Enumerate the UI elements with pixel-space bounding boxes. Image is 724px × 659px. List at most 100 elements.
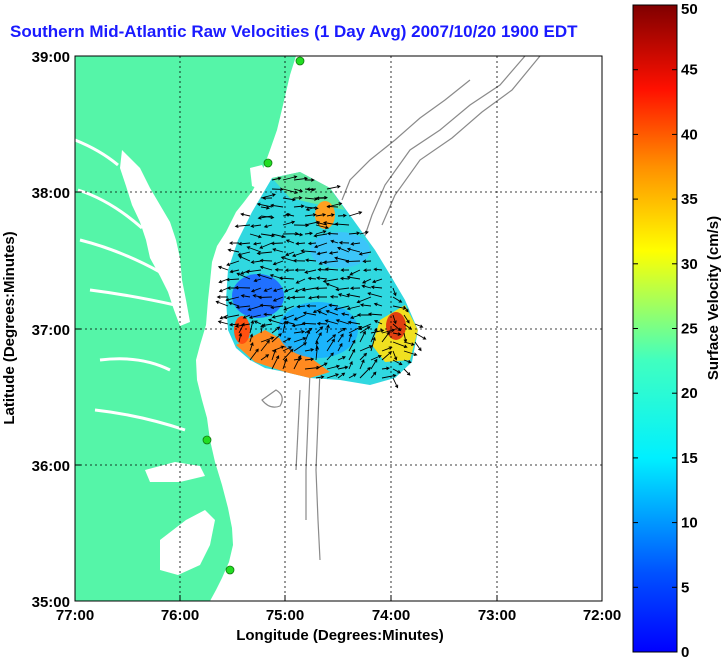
velocity-arrow [324,267,339,272]
colorbar-tick-label: 25 [681,321,698,338]
velocity-arrow [315,375,325,379]
lon-tick-label: 77:00 [56,607,94,624]
velocity-arrow [256,251,273,256]
velocity-arrow [285,239,295,244]
velocity-arrow [271,355,280,370]
velocity-arrow [248,314,262,320]
velocity-arrow [259,303,273,308]
velocity-arrow [359,230,369,235]
velocity-arrow [263,312,273,317]
velocity-arrow [340,268,350,272]
velocity-arrow [337,365,349,370]
velocity-arrow [372,278,383,284]
lat-tick-label: 39:00 [32,49,70,66]
velocity-arrow [306,187,317,192]
velocity-arrow [324,319,339,325]
velocity-arrow [381,373,397,379]
velocity-arrow [260,339,270,352]
velocity-arrow [349,269,361,276]
colorbar-tick-label: 35 [681,191,698,208]
velocity-arrow [346,275,361,280]
velocity-arrow [249,348,259,361]
lon-tick-label: 75:00 [266,607,304,624]
velocity-arrow [317,267,328,272]
velocity-arrow [293,232,304,237]
velocity-arrow [249,333,254,343]
velocity-arrow [226,260,240,267]
velocity-arrow [315,295,327,299]
velocity-arrow [238,332,243,343]
velocity-arrow [392,314,397,325]
colorbar-tick-label: 5 [681,579,689,596]
velocity-arrow [294,268,306,272]
velocity-arrow [295,241,306,246]
velocity-arrow [345,259,361,264]
velocity-arrow [240,294,251,298]
velocity-arrow [317,310,328,316]
velocity-arrow [338,240,350,245]
velocity-arrow [403,332,408,343]
velocity-arrow [282,357,288,370]
velocity-arrow [271,314,284,319]
velocity-arrow [359,326,371,334]
velocity-arrow [361,284,372,289]
velocity-arrow [271,233,286,239]
velocity-arrow [414,323,424,328]
velocity-arrow [373,319,383,325]
velocity-arrow [316,321,328,326]
velocity-arrow [337,293,350,298]
velocity-arrow [341,312,350,316]
velocity-arrow [337,327,346,334]
velocity-arrow [403,314,410,324]
velocity-arrow [260,193,276,199]
velocity-arrow [270,203,284,208]
velocity-arrow [337,356,346,361]
velocity-arrow [304,213,317,217]
velocity-arrow [325,282,339,289]
velocity-arrow [363,268,372,273]
velocity-arrow [326,364,341,370]
velocity-arrow [403,341,415,346]
velocity-arrow [217,265,229,271]
velocity-arrow [260,354,270,361]
velocity-arrow [272,260,284,266]
velocity-arrow [362,259,372,264]
velocity-arrow [295,278,306,284]
velocity-arrow [392,368,402,374]
velocity-arrow [293,196,303,200]
lon-tick-label: 74:00 [372,607,410,624]
velocity-arrow [346,247,361,253]
velocity-arrow [346,293,361,298]
velocity-arrow [225,277,240,282]
velocity-arrow [247,305,262,311]
colorbar-label: Surface Velocity (cm/s) [705,216,722,380]
lon-tick-label: 72:00 [583,607,621,624]
velocity-arrow [370,336,376,352]
velocity-arrow [270,305,284,310]
velocity-arrow [301,321,317,326]
velocity-arrow [292,251,306,258]
velocity-arrow [219,314,229,320]
velocity-arrow [326,334,337,343]
velocity-arrow [315,224,330,230]
velocity-arrow [294,287,306,293]
velocity-arrow [314,242,328,249]
velocity-arrow [312,305,328,314]
velocity-arrow [348,211,363,217]
velocity-arrow [392,377,399,389]
velocity-arrow [235,305,251,309]
velocity-arrow [392,323,402,332]
velocity-arrow [228,301,240,307]
velocity-arrow [304,231,314,236]
y-axis-label: Latitude (Degrees:Minutes) [1,231,18,424]
velocity-arrow [350,242,361,246]
velocity-arrow [392,341,408,349]
pamlico-sound [160,510,215,575]
velocity-arrow [258,295,273,300]
velocity-arrow [330,239,339,244]
velocity-arrow [246,246,262,253]
velocity-arrow [348,360,353,370]
velocity-arrow [240,212,251,217]
velocity-arrow [370,371,377,379]
